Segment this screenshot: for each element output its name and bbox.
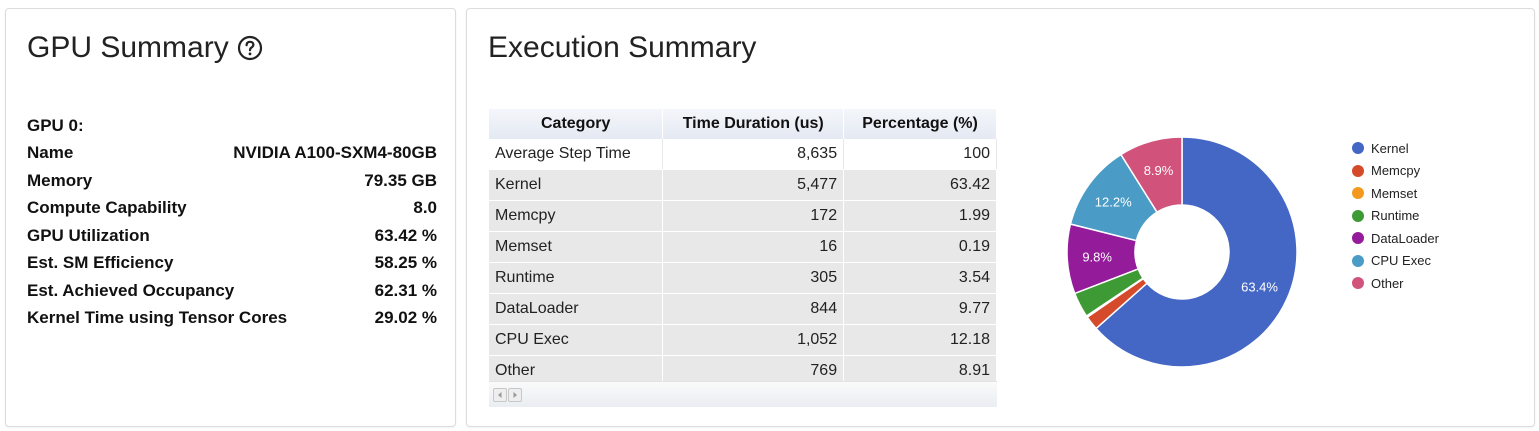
slice-label: 9.8%: [1082, 250, 1112, 265]
gpu-info-label: Memory: [27, 170, 93, 190]
gpu-info-row: Est. Achieved Occupancy 62.31 %: [27, 277, 437, 305]
gpu-info-label: Est. Achieved Occupancy: [27, 280, 235, 300]
scroll-left-button[interactable]: [493, 388, 507, 402]
gpu-info-row: Name NVIDIA A100-SXM4-80GB: [27, 140, 437, 168]
gpu-info-label: Name: [27, 143, 74, 163]
legend-swatch: [1352, 277, 1364, 290]
table-row: CPU Exec 1,052 12.18: [489, 324, 997, 356]
chart-legend: Kernel Memcpy Memset Runtime DataLoader CPU E…: [1352, 137, 1439, 295]
gpu-info-value: 63.42 %: [374, 225, 437, 245]
percentage-cell: 3.54: [843, 262, 997, 294]
table-row: Average Step Time 8,635 100: [489, 139, 997, 170]
percentage-cell: 1.99: [843, 200, 997, 232]
execution-summary-title: Execution Summary: [488, 31, 757, 64]
execution-donut-chart: 63.4% 9.8% 12.2% 8.9%: [1066, 136, 1298, 368]
percentage-cell: 0.19: [843, 231, 997, 263]
legend-item[interactable]: DataLoader: [1352, 227, 1439, 250]
category-cell: Memcpy: [489, 200, 664, 232]
gpu-summary-title: GPU Summary: [27, 31, 263, 65]
gpu-info-row: Compute Capability 8.0: [27, 195, 437, 223]
gpu-info-value: 8.0: [413, 198, 437, 218]
scroll-right-button[interactable]: [508, 388, 522, 402]
gpu-info-label: GPU 0:: [27, 115, 84, 135]
gpu-info-value: 62.31 %: [374, 280, 437, 300]
table-row: DataLoader 844 9.77: [489, 293, 997, 325]
slice-label: 63.4%: [1241, 279, 1278, 294]
pie-slice-other[interactable]: [1119, 136, 1183, 214]
gpu-info-row: GPU 0:: [27, 112, 437, 140]
legend-item[interactable]: Other: [1352, 272, 1439, 295]
gpu-summary-card: GPU Summary GPU 0: Name NVIDIA A100-SXM4-8…: [5, 8, 456, 427]
category-cell: Kernel: [489, 169, 664, 201]
legend-item[interactable]: Memcpy: [1352, 160, 1439, 183]
table-row: Kernel 5,477 63.42: [489, 169, 997, 201]
slice-label: 8.9%: [1144, 163, 1174, 178]
duration-cell: 5,477: [662, 169, 845, 201]
chevron-right-icon: [513, 392, 517, 398]
percentage-cell: 100: [843, 139, 997, 170]
help-icon[interactable]: [237, 35, 263, 61]
duration-cell: 1,052: [662, 324, 845, 356]
percentage-cell: 63.42: [843, 169, 997, 201]
column-header[interactable]: Time Duration (us): [662, 109, 845, 139]
duration-cell: 172: [662, 200, 845, 232]
legend-swatch: [1352, 232, 1364, 245]
gpu-info-label: Est. SM Efficiency: [27, 253, 174, 273]
gpu-info-list: GPU 0: Name NVIDIA A100-SXM4-80GB Memory 79.…: [27, 112, 437, 332]
table-row: Runtime 305 3.54: [489, 262, 997, 294]
legend-swatch: [1352, 142, 1364, 155]
legend-label: Kernel: [1371, 140, 1409, 156]
column-header[interactable]: Percentage (%): [843, 109, 997, 139]
gpu-info-value: NVIDIA A100-SXM4-80GB: [233, 143, 437, 163]
table-row: Memset 16 0.19: [489, 231, 997, 263]
duration-cell: 8,635: [662, 139, 845, 170]
gpu-info-value: 79.35 GB: [364, 170, 437, 190]
percentage-cell: 12.18: [843, 324, 997, 356]
execution-table-container: Category Time Duration (us) Percentage (%)…: [489, 109, 997, 407]
legend-label: Runtime: [1371, 208, 1420, 224]
category-cell: CPU Exec: [489, 324, 664, 356]
legend-item[interactable]: Runtime: [1352, 205, 1439, 228]
gpu-info-row: Est. SM Efficiency 58.25 %: [27, 250, 437, 278]
legend-swatch: [1352, 164, 1364, 177]
duration-cell: 16: [662, 231, 845, 263]
execution-table: Category Time Duration (us) Percentage (%)…: [489, 109, 997, 387]
category-cell: Average Step Time: [489, 139, 664, 170]
pie-slice-kernel[interactable]: [1095, 136, 1298, 368]
table-row: Memcpy 172 1.99: [489, 200, 997, 232]
legend-swatch: [1352, 187, 1364, 200]
legend-item[interactable]: Kernel: [1352, 137, 1439, 160]
duration-cell: 844: [662, 293, 845, 325]
gpu-info-label: Compute Capability: [27, 198, 187, 218]
execution-summary-card: Execution Summary Category Time Duration …: [466, 8, 1535, 427]
gpu-info-value: 29.02 %: [374, 308, 437, 328]
legend-label: Other: [1371, 275, 1404, 291]
gpu-info-row: Memory 79.35 GB: [27, 167, 437, 195]
legend-swatch: [1352, 254, 1364, 267]
slice-label: 12.2%: [1095, 195, 1132, 210]
category-cell: Runtime: [489, 262, 664, 294]
duration-cell: 305: [662, 262, 845, 294]
legend-item[interactable]: Memset: [1352, 182, 1439, 205]
gpu-info-row: Kernel Time using Tensor Cores 29.02 %: [27, 305, 437, 333]
category-cell: Memset: [489, 231, 664, 263]
legend-item[interactable]: CPU Exec: [1352, 250, 1439, 273]
table-header-row: Category Time Duration (us) Percentage (%): [489, 109, 997, 139]
legend-label: DataLoader: [1371, 230, 1439, 246]
horizontal-scrollbar[interactable]: [489, 381, 997, 407]
legend-label: Memset: [1371, 185, 1418, 201]
legend-label: Memcpy: [1371, 163, 1421, 179]
column-header[interactable]: Category: [489, 109, 664, 139]
gpu-info-label: GPU Utilization: [27, 225, 150, 245]
gpu-summary-title-text: GPU Summary: [27, 31, 229, 64]
gpu-info-row: GPU Utilization 63.42 %: [27, 222, 437, 250]
category-cell: DataLoader: [489, 293, 664, 325]
gpu-info-label: Kernel Time using Tensor Cores: [27, 308, 288, 328]
percentage-cell: 9.77: [843, 293, 997, 325]
chevron-left-icon: [498, 392, 502, 398]
gpu-info-value: 58.25 %: [374, 253, 437, 273]
legend-swatch: [1352, 209, 1364, 222]
legend-label: CPU Exec: [1371, 253, 1431, 269]
